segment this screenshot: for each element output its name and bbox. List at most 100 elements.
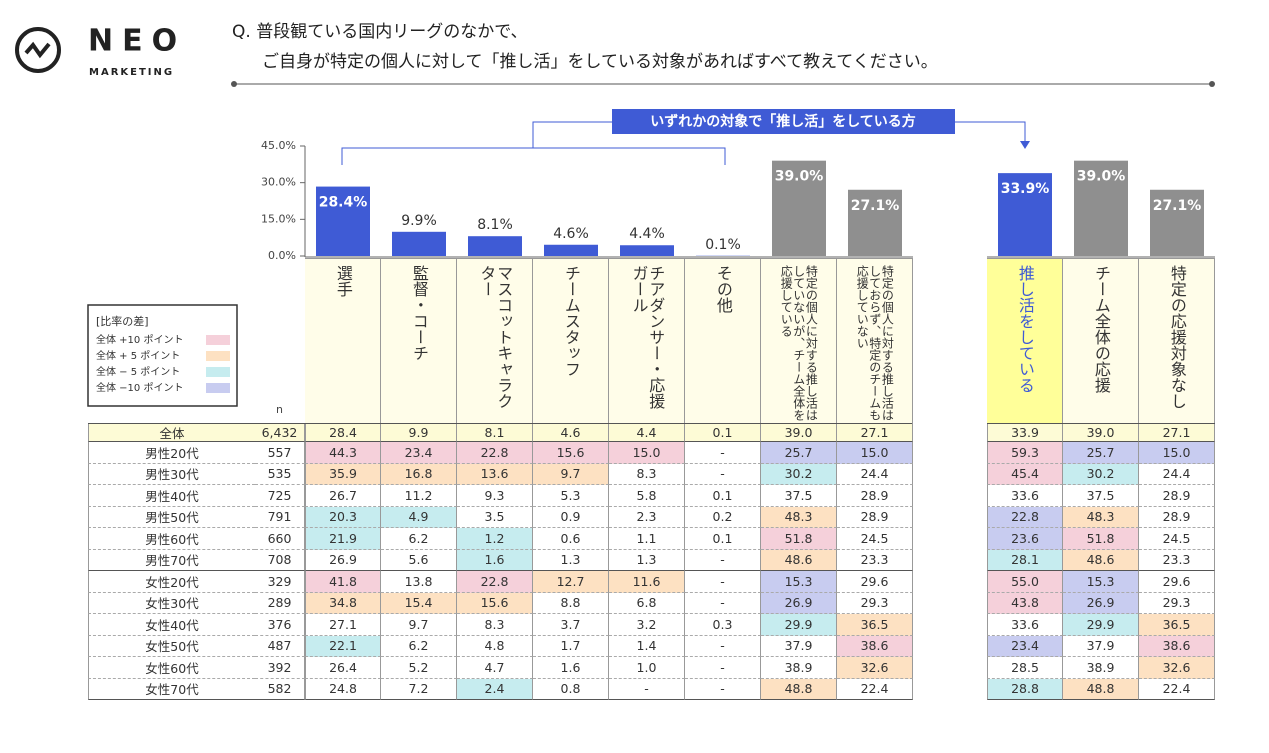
legend-swatch [206,383,230,393]
category-label: チーム全体の応援 [1091,265,1111,393]
table-cell: 34.8 [305,592,381,614]
table-cell: 22.4 [837,678,913,700]
row-n: 725 [255,485,305,507]
table-cell: 22.8 [457,442,533,464]
category-label: 特定の応援対象なし [1167,265,1187,409]
table-cell: - [685,657,761,679]
table-cell: 37.5 [761,485,837,507]
table-cell: 26.9 [1063,592,1139,614]
table-cell: 48.3 [761,506,837,528]
row-n: 582 [255,678,305,700]
row-n: 392 [255,657,305,679]
legend-swatch [206,335,230,345]
table-cell: 22.1 [305,635,381,657]
column-header: 推し活をしている [987,258,1063,424]
logo-sub: MARKETING [89,67,174,78]
category-label: 推し活をしている [1015,265,1035,393]
bar [848,189,902,256]
row-label: 男性30代 [88,463,255,485]
table-cell: 1.4 [609,635,685,657]
legend-label: 全体 − 5 ポイント [96,365,180,378]
table-cell: 8.3 [609,463,685,485]
table-cell: 21.9 [305,528,381,550]
table-cell: 26.4 [305,657,381,679]
value-label: 4.4% [629,226,665,242]
table-cell: 38.9 [761,657,837,679]
legend-swatch [206,367,230,377]
row-n: 329 [255,571,305,593]
table-cell: 4.4 [609,424,685,442]
table-cell: 1.3 [609,549,685,571]
table-cell: - [685,442,761,464]
table-cell: - [685,592,761,614]
row-n: 487 [255,635,305,657]
table-cell: 32.6 [1139,657,1215,679]
table-cell: 37.9 [1063,635,1139,657]
bar [998,173,1052,256]
table-cell: 0.1 [685,485,761,507]
table-cell: 5.8 [609,485,685,507]
logo: NEO [88,24,186,59]
bar [392,231,446,256]
bracket-box [612,109,955,134]
table-cell: 25.7 [1063,442,1139,464]
table-cell: 11.2 [381,485,457,507]
value-label: 9.9% [401,213,437,229]
table-cell: 48.8 [1063,678,1139,700]
table-cell: 0.1 [685,528,761,550]
table-cell: 1.6 [533,657,609,679]
row-label: 男性20代 [88,442,255,464]
bracket [341,121,1026,165]
table-cell: 28.8 [987,678,1063,700]
table-cell: 5.2 [381,657,457,679]
table-cell: 6.2 [381,528,457,550]
table-cell: 43.8 [987,592,1063,614]
table-cell: 1.7 [533,635,609,657]
table-cell: 29.6 [1139,571,1215,593]
table-cell: 11.6 [609,571,685,593]
table-cell: 35.9 [305,463,381,485]
row-label: 男性50代 [88,506,255,528]
table-cell: 24.5 [1139,528,1215,550]
table-cell: 23.4 [987,635,1063,657]
row-n: 289 [255,592,305,614]
table-cell: 4.7 [457,657,533,679]
row-label: 女性70代 [88,678,255,700]
column-header: 選手 [305,258,381,424]
question: Q. 普段観ている国内リーグのなかで、 [232,22,528,42]
bracket-label: いずれかの対象で「推し活」をしている方 [650,113,916,130]
table-cell: 51.8 [1063,528,1139,550]
table-cell: 39.0 [1063,424,1139,442]
table-cell: - [685,463,761,485]
table-cell: 36.5 [1139,614,1215,636]
table-cell: 55.0 [987,571,1063,593]
table-cell: 29.9 [761,614,837,636]
table-cell: 9.7 [533,463,609,485]
table-cell: 6.2 [381,635,457,657]
question: ご自身が特定の個人に対して「推し活」をしている対象があればすべて教えてください。 [262,52,938,72]
table-cell: 1.3 [533,549,609,571]
table-cell: 9.3 [457,485,533,507]
category-label: 監督・コーチ [409,265,429,361]
table-cell: 27.1 [305,614,381,636]
row-label: 全体 [88,424,255,442]
table-cell: 36.5 [837,614,913,636]
column-header: 特定の応援対象なし [1139,258,1215,424]
table-cell: 26.9 [761,592,837,614]
table-cell: - [685,571,761,593]
table-cell: 15.6 [457,592,533,614]
table-cell: 0.9 [533,506,609,528]
value-label: 39.0% [1077,169,1126,185]
table-cell: 12.7 [533,571,609,593]
table-cell: 38.6 [1139,635,1215,657]
category-label: マスコットキャラクター [477,265,514,409]
value-label: 27.1% [851,198,900,214]
table-cell: 37.9 [761,635,837,657]
table-cell: 24.5 [837,528,913,550]
arrow [1020,141,1030,149]
legend-swatch [206,351,230,361]
table-cell: 28.9 [837,506,913,528]
bar [772,160,826,256]
table-cell: 5.3 [533,485,609,507]
row-n: 6,432 [255,424,305,442]
